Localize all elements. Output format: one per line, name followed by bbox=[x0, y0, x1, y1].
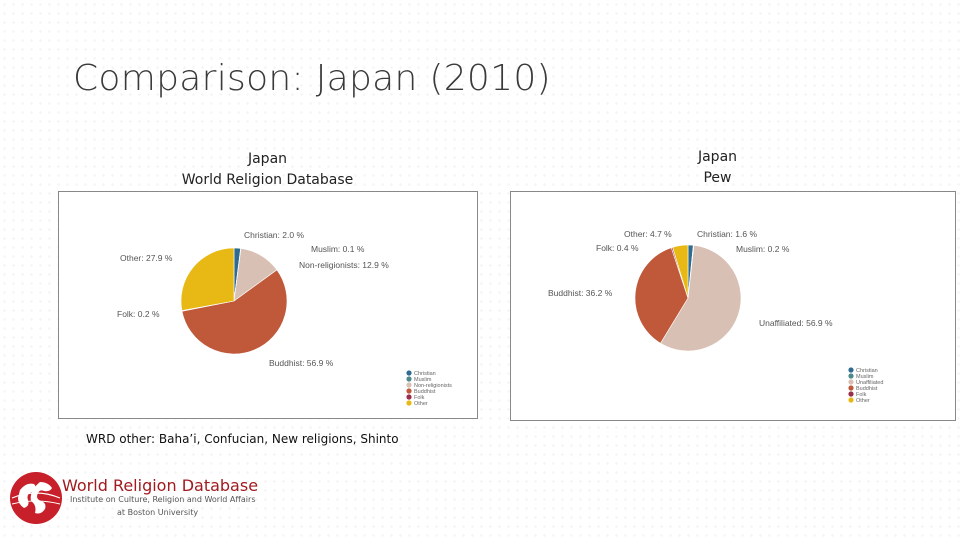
wrd-other-note: WRD other: Baha’i, Confucian, New religi… bbox=[86, 432, 399, 446]
slide-title: Comparison: Japan (2010) bbox=[73, 58, 551, 99]
legend-swatch-folk bbox=[406, 394, 412, 400]
legend-swatch-buddhist bbox=[848, 385, 854, 391]
legend-swatch-other bbox=[406, 400, 412, 406]
legend-label-folk: Folk bbox=[414, 395, 425, 401]
legend-label-non-religionists: Non-religionists bbox=[414, 383, 452, 389]
slice-label-christian: Christian: 1.6 % bbox=[697, 229, 757, 239]
pie-slice-other bbox=[672, 244, 689, 299]
slice-label-christian: Christian: 2.0 % bbox=[244, 230, 304, 240]
legend-swatch-folk bbox=[848, 391, 854, 397]
slice-label-unaffiliated: Unaffiliated: 56.9 % bbox=[759, 318, 833, 328]
legend-label-other: Other bbox=[856, 398, 870, 404]
legend-label-buddhist: Buddhist bbox=[414, 389, 436, 395]
wrd-pie-chart-panel: Christian: 2.0 % Muslim: 0.1 % Non-religio… bbox=[58, 191, 478, 419]
slice-label-folk: Folk: 0.2 % bbox=[117, 309, 160, 319]
pie-slice-other bbox=[180, 247, 235, 311]
slice-label-folk: Folk: 0.4 % bbox=[596, 243, 639, 253]
legend-swatch-christian bbox=[848, 367, 854, 373]
wrd-globe-logo-icon bbox=[10, 472, 62, 524]
legend-swatch-non-religionists bbox=[406, 382, 412, 388]
wrd-pie-chart: Christian: 2.0 % Muslim: 0.1 % Non-religio… bbox=[117, 230, 452, 407]
wrd-heading: Japan World Religion Database bbox=[160, 149, 375, 191]
slice-label-other: Other: 4.7 % bbox=[624, 229, 672, 239]
slice-label-buddhist: Buddhist: 36.2 % bbox=[548, 288, 613, 298]
pew-heading-line-1: Japan bbox=[697, 149, 738, 165]
pew-pie-chart: Christian: 1.6 % Muslim: 0.2 % Unaffiliate… bbox=[548, 229, 883, 404]
pew-heading: Japan Pew bbox=[670, 147, 765, 189]
legend-swatch-christian bbox=[406, 370, 412, 376]
wrd-logo-name: World Religion Database bbox=[62, 476, 259, 495]
pie-slice-buddhist bbox=[181, 269, 288, 355]
pew-pie-chart-panel: Christian: 1.6 % Muslim: 0.2 % Unaffiliate… bbox=[510, 191, 956, 421]
legend-label-other: Other bbox=[414, 401, 428, 407]
slice-label-non-religionists: Non-religionists: 12.9 % bbox=[299, 260, 389, 270]
slice-label-other: Other: 27.9 % bbox=[120, 253, 173, 263]
wrd-logo-subtitle: Institute on Culture, Religion and World… bbox=[70, 495, 256, 504]
legend-label-unaffiliated: Unaffiliated bbox=[856, 380, 883, 386]
slice-label-buddhist: Buddhist: 56.9 % bbox=[269, 358, 334, 368]
wrd-heading-line-1: Japan bbox=[247, 151, 288, 167]
legend-label-folk: Folk bbox=[856, 392, 867, 398]
legend-swatch-other bbox=[848, 397, 854, 403]
pew-heading-line-2: Pew bbox=[703, 170, 732, 186]
legend-swatch-buddhist bbox=[406, 388, 412, 394]
pie-slice-unaffiliated bbox=[660, 245, 742, 352]
legend-label-christian: Christian bbox=[856, 368, 878, 374]
slice-label-muslim: Muslim: 0.1 % bbox=[311, 244, 365, 254]
legend-label-christian: Christian bbox=[414, 371, 436, 377]
legend-label-buddhist: Buddhist bbox=[856, 386, 878, 392]
legend-swatch-muslim bbox=[848, 373, 854, 379]
legend-label-muslim: Muslim bbox=[856, 374, 874, 380]
legend-swatch-muslim bbox=[406, 376, 412, 382]
wrd-logo-subtitle-2: at Boston University bbox=[117, 508, 199, 517]
slice-label-muslim: Muslim: 0.2 % bbox=[736, 244, 790, 254]
legend-swatch-unaffiliated bbox=[848, 379, 854, 385]
legend-label-muslim: Muslim bbox=[414, 377, 432, 383]
pie-slice-buddhist bbox=[634, 247, 689, 344]
wrd-heading-line-2: World Religion Database bbox=[181, 172, 354, 188]
